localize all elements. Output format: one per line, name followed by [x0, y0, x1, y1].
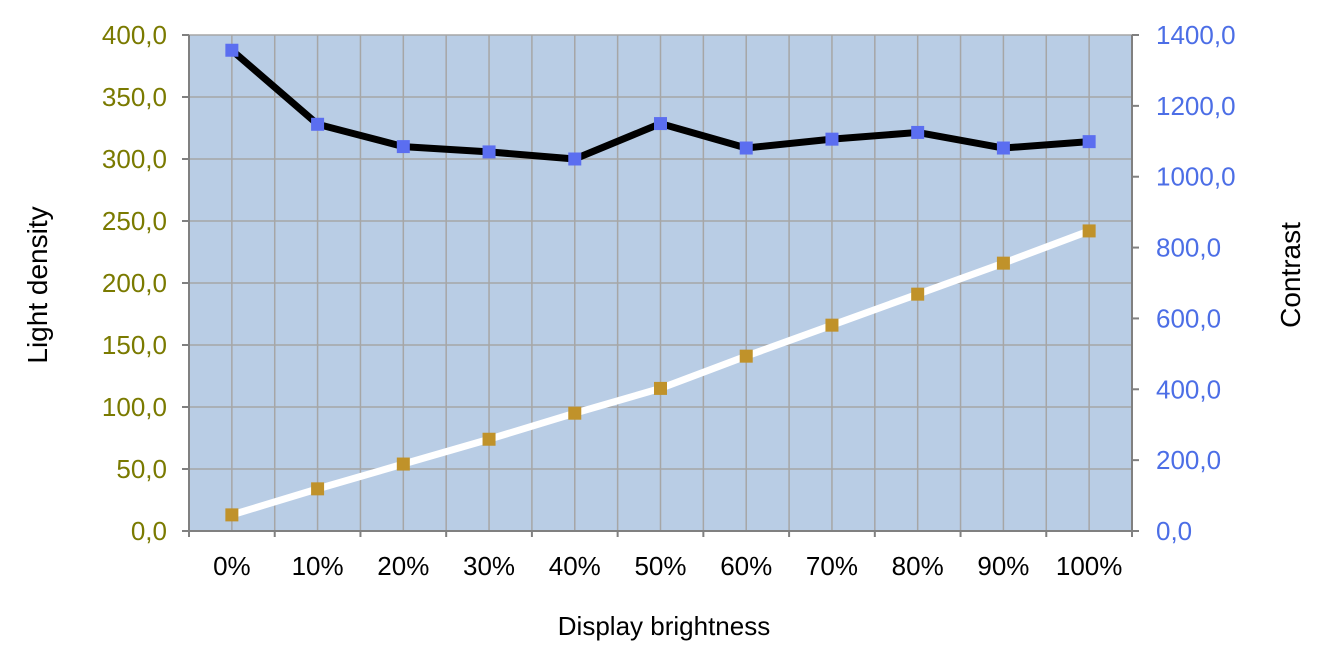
x-tick-label: 70%: [806, 551, 858, 581]
series-layer: [225, 43, 1096, 522]
contrast-data-point: [568, 152, 582, 166]
light-density-data-point: [311, 482, 325, 496]
x-tick-label: 20%: [377, 551, 429, 581]
y-axis-label-right: Contrast: [1275, 222, 1306, 328]
light-density-data-point: [482, 432, 496, 446]
y-tick-label-left: 50,0: [116, 454, 167, 484]
y-tick-label-left: 250,0: [102, 206, 167, 236]
contrast-data-point: [825, 132, 839, 146]
contrast-data-point: [654, 117, 667, 131]
contrast-data-point: [311, 117, 325, 131]
y-tick-label-right: 1200,0: [1156, 91, 1236, 121]
light-density-data-point: [739, 349, 753, 363]
x-tick-label: 10%: [292, 551, 344, 581]
x-axis-label: Display brightness: [558, 611, 770, 641]
y-tick-label-right: 400,0: [1156, 374, 1221, 404]
y-tick-label-left: 0,0: [131, 516, 167, 546]
light-density-data-point: [825, 318, 839, 332]
y-tick-label-left: 150,0: [102, 330, 167, 360]
light-density-data-point: [996, 256, 1010, 270]
tick-layer: 0,0 50,0 100,0 150,0 200,0 250,0 300,0 350,0 400…: [102, 20, 1236, 581]
y-tick-label-left: 350,0: [102, 82, 167, 112]
contrast-data-point: [225, 43, 239, 57]
y-tick-label-right: 1400,0: [1156, 20, 1236, 50]
x-tick-label: 100%: [1056, 551, 1123, 581]
x-tick-label: 50%: [634, 551, 686, 581]
x-tick-label: 40%: [549, 551, 601, 581]
contrast-data-point: [739, 141, 753, 155]
y-tick-label-left: 100,0: [102, 392, 167, 422]
y-tick-label-right: 800,0: [1156, 233, 1221, 263]
y-tick-label-right: 600,0: [1156, 303, 1221, 333]
contrast-data-point: [1082, 135, 1096, 149]
x-tick-label: 60%: [720, 551, 772, 581]
light-density-data-point: [225, 508, 239, 522]
y-tick-label-left: 200,0: [102, 268, 167, 298]
light-density-data-point: [1082, 224, 1096, 238]
axis-layer: [182, 34, 1139, 537]
contrast-data-point: [911, 125, 925, 139]
light-density-data-point: [911, 287, 925, 301]
light-density-data-point: [568, 406, 582, 420]
x-tick-label: 30%: [463, 551, 515, 581]
contrast-data-point: [396, 140, 410, 154]
x-tick-label: 80%: [892, 551, 944, 581]
y-tick-label-left: 400,0: [102, 20, 167, 50]
contrast-data-point: [996, 141, 1010, 155]
y-axis-label-left: Light density: [22, 206, 53, 363]
contrast-data-point: [482, 145, 496, 159]
y-tick-label-left: 300,0: [102, 144, 167, 174]
light-density-data-point: [654, 381, 667, 395]
x-tick-label: 0%: [213, 551, 251, 581]
y-tick-label-right: 1000,0: [1156, 162, 1236, 192]
y-tick-label-right: 200,0: [1156, 445, 1221, 475]
x-tick-label: 90%: [977, 551, 1029, 581]
grid-layer: [189, 34, 1132, 531]
light-density-data-point: [396, 457, 410, 471]
y-tick-label-right: 0,0: [1156, 516, 1192, 546]
